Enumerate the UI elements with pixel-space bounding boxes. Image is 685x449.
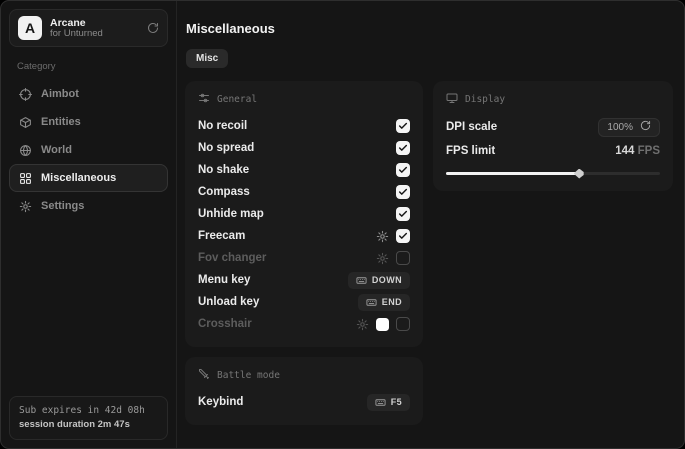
sidebar-item-label: Miscellaneous	[41, 172, 117, 184]
page-title: Miscellaneous	[186, 21, 275, 36]
option-label: No spread	[198, 142, 255, 154]
keybind-button[interactable]: END	[357, 293, 410, 311]
sword-icon	[198, 368, 210, 383]
keybind-value: DOWN	[371, 275, 402, 285]
fps-limit-value: 144	[615, 145, 635, 157]
checkbox[interactable]	[396, 229, 410, 243]
sliders-icon	[198, 92, 210, 107]
category-label: Category	[17, 61, 56, 72]
sub-expires-text: Sub expires in 42d 08h	[19, 404, 145, 416]
subscription-card: Sub expires in 42d 08h session duration …	[9, 395, 168, 440]
option-row-keybind: Keybind F5	[198, 391, 410, 413]
tab-misc[interactable]: Misc	[186, 49, 229, 68]
option-label: Unhide map	[198, 208, 264, 220]
option-label: No shake	[198, 164, 250, 176]
keyboard-icon	[356, 275, 367, 286]
main-content: Miscellaneous Misc General No recoil No s…	[177, 1, 684, 448]
option-label: Freecam	[198, 230, 246, 242]
dpi-scale-row: DPI scale 100%	[446, 115, 660, 139]
option-row-compass: Compass	[198, 181, 410, 203]
option-label: Crosshair	[198, 318, 252, 330]
dpi-scale-label: DPI scale	[446, 121, 498, 133]
reset-icon[interactable]	[640, 120, 651, 134]
keybind-value: END	[381, 297, 402, 307]
sidebar-item-label: Aimbot	[41, 88, 79, 100]
option-label: Menu key	[198, 274, 251, 286]
gear-icon[interactable]	[376, 230, 389, 243]
app-subtitle: for Unturned	[50, 27, 103, 39]
display-panel: Display DPI scale 100% FPS limit 144	[433, 81, 673, 191]
tab-bar: Misc	[186, 49, 673, 68]
sync-icon[interactable]	[147, 22, 159, 34]
fps-slider-thumb[interactable]	[573, 168, 584, 179]
display-panel-title: Display	[465, 94, 506, 105]
sidebar-item-world[interactable]: World	[9, 136, 168, 164]
sidebar-item-entities[interactable]: Entities	[9, 108, 168, 136]
checkbox[interactable]	[396, 141, 410, 155]
crosshair-icon	[19, 87, 32, 101]
option-row-no-shake: No shake	[198, 159, 410, 181]
general-panel-title: General	[217, 94, 258, 105]
option-row-fov-changer: Fov changer	[198, 247, 410, 269]
fps-limit-slider[interactable]	[446, 167, 660, 179]
box-icon	[19, 116, 32, 129]
sidebar: A Arcane for Unturned Category Aimbot Ent…	[1, 1, 177, 448]
checkbox[interactable]	[396, 207, 410, 221]
option-label: No recoil	[198, 120, 248, 132]
sidebar-item-settings[interactable]: Settings	[9, 192, 168, 220]
gear-icon	[19, 200, 32, 213]
checkbox[interactable]	[396, 185, 410, 199]
sidebar-item-aimbot[interactable]: Aimbot	[9, 80, 168, 108]
fps-limit-unit: FPS	[637, 145, 660, 157]
keybind-button[interactable]: DOWN	[347, 271, 410, 289]
general-panel: General No recoil No spread No shake Compas…	[185, 81, 423, 347]
monitor-icon	[446, 92, 458, 107]
sidebar-item-label: Entities	[41, 116, 81, 128]
keyboard-icon	[366, 297, 377, 308]
checkbox[interactable]	[396, 163, 410, 177]
dpi-scale-value: 100%	[607, 121, 633, 133]
dpi-scale-control[interactable]: 100%	[598, 117, 660, 137]
sidebar-item-label: World	[41, 144, 72, 156]
option-row-menu-key: Menu key DOWN	[198, 269, 410, 291]
app-logo: A	[18, 16, 42, 40]
option-row-no-recoil: No recoil	[198, 115, 410, 137]
option-row-unhide-map: Unhide map	[198, 203, 410, 225]
checkbox[interactable]	[396, 317, 410, 331]
app-header-card: A Arcane for Unturned	[9, 9, 168, 47]
keyboard-icon	[375, 397, 386, 408]
option-label: Fov changer	[198, 252, 267, 264]
color-swatch[interactable]	[376, 317, 389, 331]
option-label: Compass	[198, 186, 250, 198]
keybind-value: F5	[390, 397, 402, 407]
globe-icon	[19, 144, 32, 157]
option-row-no-spread: No spread	[198, 137, 410, 159]
gear-icon[interactable]	[356, 318, 369, 331]
checkbox[interactable]	[396, 119, 410, 133]
keybind-button[interactable]: F5	[366, 393, 410, 411]
battle-panel-title: Battle mode	[217, 370, 280, 381]
fps-limit-label: FPS limit	[446, 145, 496, 157]
fps-limit-row: FPS limit 144 FPS	[446, 139, 660, 163]
option-label: Unload key	[198, 296, 260, 308]
grid-icon	[19, 172, 32, 185]
sidebar-item-miscellaneous[interactable]: Miscellaneous	[9, 164, 168, 192]
app-name: Arcane	[50, 16, 86, 29]
option-label: Keybind	[198, 396, 244, 408]
option-row-unload-key: Unload key END	[198, 291, 410, 313]
option-row-freecam: Freecam	[198, 225, 410, 247]
battle-mode-panel: Battle mode Keybind F5	[185, 357, 423, 425]
session-duration-text: session duration 2m 47s	[19, 418, 130, 430]
checkbox[interactable]	[396, 251, 410, 265]
sidebar-nav: Aimbot Entities World Miscellaneous Settings	[9, 80, 168, 220]
sidebar-item-label: Settings	[41, 200, 85, 212]
gear-icon[interactable]	[376, 252, 389, 265]
option-row-crosshair: Crosshair	[198, 313, 410, 335]
